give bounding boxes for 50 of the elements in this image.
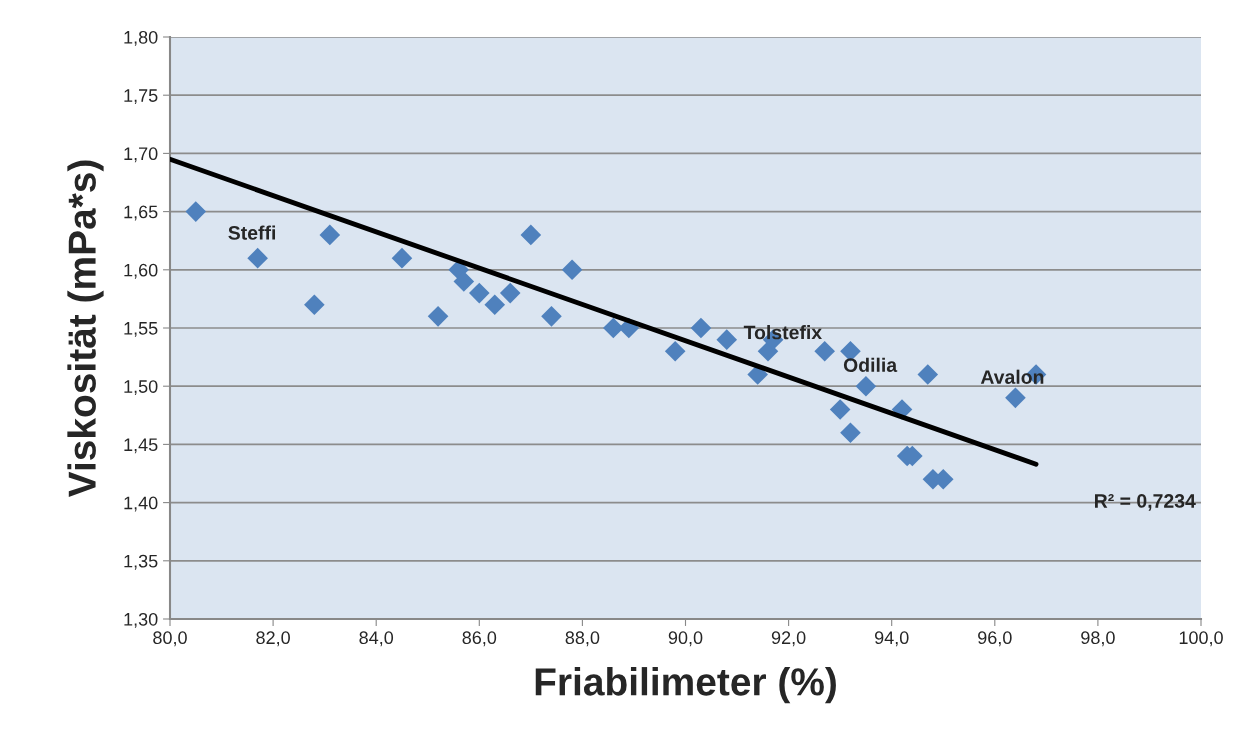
y-tick-label: 1,70 (124, 147, 158, 163)
point (814, 340, 835, 362)
x-tick-label: 86,0 (462, 631, 497, 647)
x-tick-label: 98,0 (1081, 631, 1115, 647)
point (664, 340, 686, 362)
point (319, 224, 341, 246)
point (247, 247, 268, 269)
point (716, 329, 738, 350)
annotation: R² = 0,7234 (1095, 494, 1196, 511)
x-tick-label: 88,0 (565, 631, 600, 647)
point (690, 317, 712, 339)
point (484, 294, 506, 316)
point (469, 282, 490, 304)
y-tick-label: 1,40 (124, 496, 158, 512)
annotation: Tolstefix (743, 325, 822, 340)
y-tick-label: 1,75 (124, 89, 158, 105)
y-tick-label: 1,45 (124, 438, 158, 454)
x-tick-label: 84,0 (359, 631, 394, 647)
x-tick-label: 90,0 (668, 631, 703, 647)
y-tick-label: 1,30 (124, 612, 158, 628)
point (453, 271, 475, 292)
x-tick-label: 92,0 (771, 631, 806, 647)
x-tick-label: 100,0 (1179, 631, 1223, 647)
point (561, 259, 583, 281)
x-axis-title: Friabilimeter (%) (535, 667, 836, 704)
x-tick-label: 96,0 (978, 631, 1012, 647)
point (499, 282, 521, 304)
point (541, 306, 562, 327)
y-tick-label: 1,35 (124, 554, 158, 570)
point (391, 247, 413, 269)
point (427, 306, 449, 327)
y-tick-label: 1,50 (124, 380, 158, 396)
y-tick-label: 1,55 (124, 322, 158, 337)
y-tick-label: 1,60 (124, 263, 158, 279)
x-tick-label: 94,0 (874, 631, 909, 647)
point (855, 375, 877, 397)
y-tick-label: 1,65 (124, 205, 158, 221)
point (917, 364, 939, 385)
annotation: Steffi (228, 225, 276, 240)
x-tick-label: 80,0 (153, 631, 187, 647)
point (520, 224, 542, 246)
point (1005, 387, 1026, 409)
y-axis-title: Viskosität (mPa*s) (67, 160, 104, 498)
annotation: Odilia (843, 357, 898, 372)
point (185, 201, 207, 222)
y-tick-label: 1,80 (124, 30, 158, 46)
x-tick-label: 82,0 (256, 631, 290, 647)
point (840, 422, 861, 444)
point (829, 399, 851, 420)
point (304, 294, 325, 316)
